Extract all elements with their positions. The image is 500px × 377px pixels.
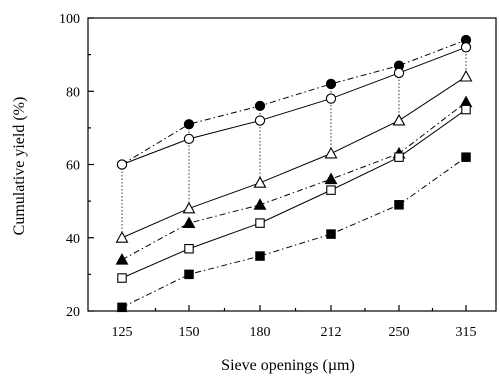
x-tick-label: 150 <box>179 325 200 340</box>
series-line-2 <box>121 46 467 165</box>
x-tick-label: 315 <box>456 325 477 340</box>
point-series-4 <box>115 253 129 265</box>
x-tick-label: 212 <box>321 325 342 340</box>
ticks-layer: 20 40 60 80 100 125 150 180 212 250 315 <box>59 12 477 340</box>
x-tick-label: 125 <box>112 325 133 340</box>
point-series-1 <box>183 119 195 130</box>
point-series-6 <box>326 229 336 239</box>
point-series-1 <box>254 100 266 112</box>
point-series-2 <box>183 133 195 145</box>
point-series-6 <box>255 251 265 261</box>
point-series-4 <box>324 172 338 185</box>
series-line-3 <box>121 76 467 239</box>
series-line-4 <box>121 101 467 261</box>
x-tick-label: 180 <box>250 325 271 340</box>
connectors <box>121 39 467 238</box>
point-series-4 <box>253 198 267 210</box>
plot-frame <box>87 17 497 312</box>
point-series-6 <box>394 200 404 210</box>
plot-border <box>87 17 497 312</box>
point-series-2 <box>254 115 266 126</box>
point-series-3 <box>392 113 406 126</box>
point-series-3 <box>115 231 129 243</box>
y-tick-label: 60 <box>66 159 80 174</box>
y-tick-label: 20 <box>66 305 80 320</box>
y-tick-label: 100 <box>59 12 80 27</box>
point-series-6 <box>184 269 194 280</box>
point-series-2 <box>460 42 472 53</box>
y-tick-label: 40 <box>66 232 80 247</box>
point-series-5 <box>184 243 194 254</box>
y-axis-title: Cumulative yield (%) <box>11 97 28 236</box>
series-line-6 <box>121 156 467 308</box>
point-series-4 <box>182 216 196 229</box>
point-series-2 <box>393 67 405 79</box>
point-series-5 <box>255 218 265 228</box>
series-line-5 <box>121 109 467 279</box>
point-series-5 <box>394 152 404 162</box>
point-series-1 <box>325 78 337 90</box>
x-axis-title: Sieve openings (µm) <box>221 357 355 374</box>
y-tick-label: 80 <box>66 85 80 100</box>
point-series-5 <box>326 185 336 195</box>
x-tick-label: 250 <box>389 325 410 340</box>
point-series-2 <box>325 93 337 104</box>
point-series-5 <box>117 273 127 283</box>
point-series-5 <box>461 104 471 115</box>
series-layer <box>115 34 473 313</box>
point-series-3 <box>459 69 473 82</box>
point-series-3 <box>253 176 267 188</box>
point-series-3 <box>182 201 196 214</box>
point-series-2 <box>116 159 128 170</box>
point-series-3 <box>324 146 338 159</box>
point-series-6 <box>461 152 471 162</box>
